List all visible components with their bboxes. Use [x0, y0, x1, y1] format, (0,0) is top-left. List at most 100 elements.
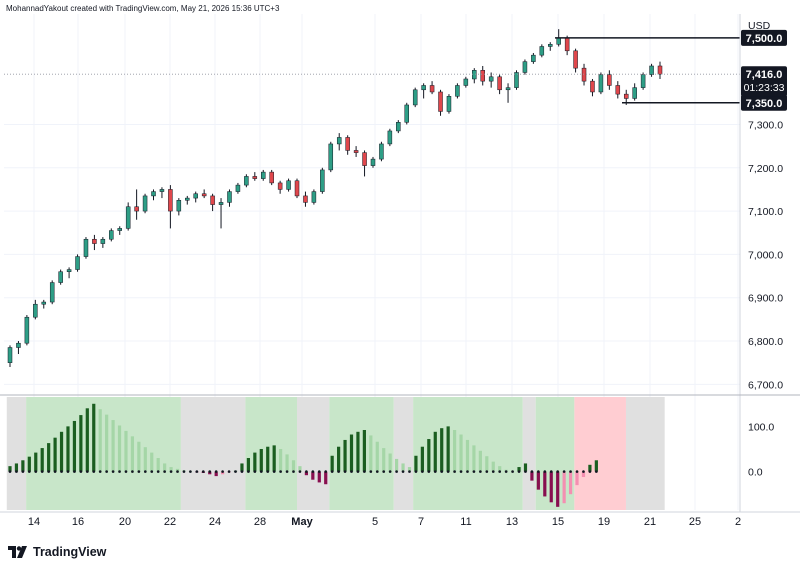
oscillator-zero-dot	[169, 470, 173, 473]
candle-body	[218, 202, 224, 205]
oscillator-bar	[369, 435, 373, 472]
candle-body	[75, 256, 80, 270]
candle-body	[16, 342, 21, 348]
candle	[438, 89, 443, 116]
candle-body	[159, 189, 165, 192]
oscillator-zero-dot	[401, 470, 405, 473]
candle-body	[134, 206, 139, 212]
oscillator-zero-dot	[298, 470, 302, 473]
price-tick-label: 6,900.0	[748, 293, 783, 305]
candle	[176, 198, 182, 216]
oscillator-zero-dot	[350, 470, 353, 473]
candle-body	[607, 74, 612, 86]
candle	[353, 146, 359, 157]
oscillator-zero-dot	[511, 470, 514, 473]
oscillator-bar	[317, 471, 321, 483]
oscillator-bar	[240, 463, 244, 472]
candle-body	[564, 37, 570, 52]
candle	[514, 70, 519, 90]
oscillator-bar	[291, 460, 296, 472]
oscillator-bar	[117, 425, 122, 472]
oscillator-bar	[581, 471, 586, 478]
oscillator-zero-dot	[208, 470, 212, 473]
candle	[472, 68, 477, 84]
oscillator-bar	[485, 456, 489, 472]
oscillator-zero-dot	[137, 470, 141, 473]
oscillator-zero-dot	[40, 470, 44, 473]
oscillator-zero-dot	[459, 470, 463, 473]
candle	[548, 42, 553, 51]
oscillator-zero-dot	[543, 470, 547, 473]
candle-body	[657, 65, 663, 75]
candle	[66, 267, 72, 279]
oscillator-zero-dot	[79, 470, 83, 473]
candlestick-series	[7, 29, 663, 368]
oscillator-zero-dot	[408, 470, 411, 473]
oscillator-zero-dot	[66, 470, 70, 473]
oscillator-zero-dot	[98, 470, 102, 473]
candle	[404, 102, 410, 125]
oscillator-zero-dot	[479, 470, 482, 473]
oscillator-bar	[53, 437, 57, 472]
candle	[480, 65, 485, 86]
candle-body	[201, 193, 207, 197]
oscillator-bar	[433, 431, 437, 472]
candle	[218, 198, 224, 229]
candle-body	[531, 54, 536, 62]
candle-body	[353, 150, 359, 153]
oscillator-bar	[72, 420, 77, 472]
oscillator-zero-dot	[259, 470, 263, 473]
candle	[539, 44, 545, 58]
oscillator-bar	[562, 471, 566, 504]
oscillator-zero-dot	[124, 470, 128, 473]
candle	[311, 189, 317, 205]
oscillator-zero-dot	[421, 470, 424, 473]
oscillator-zero-dot	[182, 470, 186, 473]
candle-body	[396, 122, 401, 132]
last-price-value: 7,416.0	[746, 69, 783, 81]
candle	[277, 180, 283, 194]
oscillator-bar	[375, 441, 379, 472]
candle-body	[58, 271, 63, 283]
oscillator-zero-dot	[556, 470, 559, 473]
candle-body	[176, 200, 182, 212]
candle-body	[210, 195, 215, 205]
oscillator-zero-dot	[156, 470, 160, 473]
candle-body	[168, 189, 173, 212]
candle-body	[33, 303, 38, 318]
oscillator-zero-dot	[272, 470, 276, 473]
candle-body	[632, 87, 637, 99]
candle	[379, 141, 384, 162]
oscillator-histogram	[8, 403, 598, 507]
candle-body	[514, 72, 519, 88]
candle-body	[539, 46, 545, 56]
candle	[134, 189, 139, 220]
oscillator-bar	[130, 436, 135, 472]
candle	[455, 83, 460, 99]
time-axis: 14 16 20 22 24 28 May 5 7 11 13 15 19 21 25 2	[28, 516, 741, 528]
oscillator-bar	[343, 439, 347, 472]
oscillator-zero-dot	[453, 470, 456, 473]
oscillator-bar	[440, 428, 444, 472]
oscillator-zero-dot	[253, 470, 257, 473]
candle-body	[649, 65, 654, 75]
candle-body	[412, 89, 418, 106]
candle-body	[83, 238, 89, 257]
candle-body	[488, 76, 494, 82]
candle	[370, 156, 376, 168]
oscillator-bar	[427, 439, 431, 472]
candle	[607, 70, 612, 90]
candle-body	[235, 184, 241, 192]
oscillator-region	[574, 397, 626, 510]
candle-body	[497, 76, 502, 91]
candle-body	[109, 230, 114, 240]
currency-label: USD	[748, 20, 771, 32]
candle	[227, 189, 232, 207]
oscillator-zero-dot	[472, 470, 476, 473]
oscillator-zero-dot	[214, 470, 218, 473]
oscillator-zero-dot	[562, 470, 566, 473]
oscillator-bar	[414, 455, 418, 472]
oscillator-bar	[34, 452, 38, 472]
oscillator-zero-dot	[330, 470, 334, 473]
